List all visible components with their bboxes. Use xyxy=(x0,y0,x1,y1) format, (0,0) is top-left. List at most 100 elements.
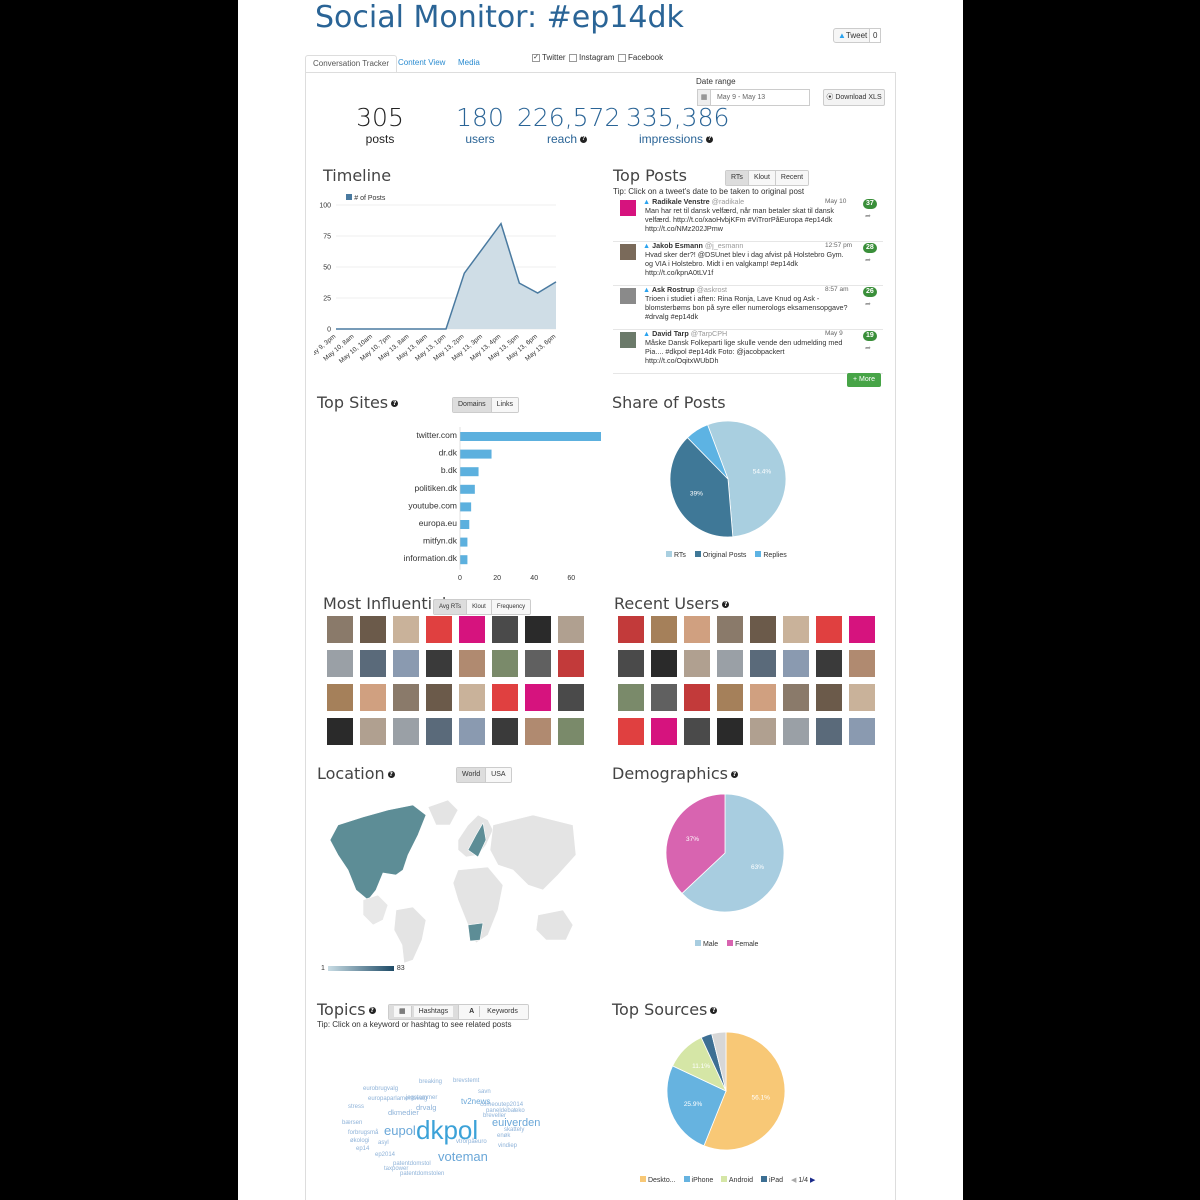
topic-word[interactable]: dkmedier xyxy=(388,1108,419,1117)
user-avatar[interactable] xyxy=(783,718,809,745)
user-avatar[interactable] xyxy=(750,616,776,643)
tweet-button[interactable]: ▲Tweet xyxy=(833,28,873,43)
topic-word[interactable]: ep2014 xyxy=(375,1152,396,1158)
post-time[interactable]: 12:57 pm xyxy=(825,242,853,249)
more-posts-button[interactable]: + More xyxy=(847,373,881,387)
avatar[interactable] xyxy=(620,200,636,216)
user-avatar[interactable] xyxy=(618,684,644,711)
user-avatar[interactable] xyxy=(717,718,743,745)
tab-content-view[interactable]: Content View xyxy=(398,58,446,67)
user-avatar[interactable] xyxy=(816,684,842,711)
user-avatar[interactable] xyxy=(558,684,584,711)
topic-word[interactable]: eko xyxy=(515,1108,525,1114)
user-avatar[interactable] xyxy=(426,718,452,745)
source-facebook-checkbox[interactable]: Facebook xyxy=(618,53,663,62)
user-avatar[interactable] xyxy=(816,650,842,677)
help-icon[interactable]: ? xyxy=(368,1007,376,1014)
klout-button[interactable]: Klout xyxy=(467,600,492,614)
user-avatar[interactable] xyxy=(783,650,809,677)
usa-button[interactable]: USA xyxy=(486,768,511,782)
user-avatar[interactable] xyxy=(360,650,386,677)
domains-button[interactable]: Domains xyxy=(453,398,492,412)
user-avatar[interactable] xyxy=(525,616,551,643)
post-author[interactable]: ▲ Ask Rostrup @askrost xyxy=(643,285,727,294)
user-avatar[interactable] xyxy=(849,684,875,711)
help-icon[interactable]: ? xyxy=(730,771,738,778)
help-icon[interactable]: ? xyxy=(706,136,714,144)
frequency-button[interactable]: Frequency xyxy=(491,600,531,614)
user-avatar[interactable] xyxy=(618,650,644,677)
user-avatar[interactable] xyxy=(525,684,551,711)
user-avatar[interactable] xyxy=(651,718,677,745)
topic-word[interactable]: tv2news xyxy=(461,1097,491,1106)
topic-word[interactable]: enøk xyxy=(497,1133,511,1139)
avatar[interactable] xyxy=(620,244,636,260)
links-button[interactable]: Links xyxy=(491,398,518,412)
user-avatar[interactable] xyxy=(492,616,518,643)
user-avatar[interactable] xyxy=(426,650,452,677)
user-avatar[interactable] xyxy=(750,650,776,677)
topic-word[interactable]: vtrorpåeuro xyxy=(456,1139,487,1145)
user-avatar[interactable] xyxy=(393,684,419,711)
user-avatar[interactable] xyxy=(816,718,842,745)
world-button[interactable]: World xyxy=(457,768,487,782)
user-avatar[interactable] xyxy=(393,718,419,745)
topic-word[interactable]: europaparlamentsvalg xyxy=(368,1096,428,1102)
user-avatar[interactable] xyxy=(426,684,452,711)
topic-word[interactable]: økologi xyxy=(350,1138,370,1144)
source-twitter-checkbox[interactable]: ✓ Twitter xyxy=(532,53,566,62)
sort-rts-button[interactable]: RTs xyxy=(726,171,749,185)
user-avatar[interactable] xyxy=(558,616,584,643)
post-time[interactable]: May 10 xyxy=(825,198,847,205)
user-avatar[interactable] xyxy=(393,650,419,677)
post-item[interactable]: ▲ Ask Rostrup @askrost 8:57 am Trioen i st… xyxy=(613,285,883,330)
share-icon[interactable]: ➦ xyxy=(865,345,871,352)
user-avatar[interactable] xyxy=(618,718,644,745)
topic-word[interactable]: jegstemmer xyxy=(406,1095,438,1101)
topic-word[interactable]: vindiep xyxy=(498,1143,518,1149)
post-item[interactable]: ▲ David Tarp @TarpCPH May 9 Måske Dansk Fo… xyxy=(613,329,883,374)
topic-word[interactable]: dkpol xyxy=(416,1115,479,1145)
user-avatar[interactable] xyxy=(849,616,875,643)
post-time[interactable]: 8:57 am xyxy=(825,286,849,293)
user-avatar[interactable] xyxy=(717,616,743,643)
topic-word[interactable]: savn xyxy=(478,1089,491,1095)
user-avatar[interactable] xyxy=(684,616,710,643)
hashtags-button[interactable]: ▦ Hashtags xyxy=(389,1005,460,1019)
topic-word[interactable]: patentdomstol xyxy=(393,1161,431,1167)
help-icon[interactable]: ? xyxy=(710,1007,718,1014)
topic-word[interactable]: bærsen xyxy=(342,1120,363,1126)
sort-recent-button[interactable]: Recent xyxy=(775,171,809,185)
topic-word[interactable]: brevstemt xyxy=(453,1078,480,1084)
source-instagram-checkbox[interactable]: Instagram xyxy=(569,53,615,62)
topic-word[interactable]: comeoutep2014 xyxy=(480,1102,524,1108)
topic-word[interactable]: voteman xyxy=(438,1149,488,1164)
topic-word[interactable]: breaking xyxy=(419,1079,443,1085)
user-avatar[interactable] xyxy=(684,650,710,677)
help-icon[interactable]: ? xyxy=(387,771,395,778)
user-avatar[interactable] xyxy=(684,684,710,711)
topic-word[interactable]: eurobrugvalg xyxy=(363,1086,399,1092)
user-avatar[interactable] xyxy=(816,616,842,643)
topic-word[interactable]: eupol xyxy=(384,1123,416,1138)
prev-arrow-icon[interactable]: ◀ xyxy=(791,1177,797,1184)
user-avatar[interactable] xyxy=(849,650,875,677)
tab-media[interactable]: Media xyxy=(458,58,480,67)
user-avatar[interactable] xyxy=(558,718,584,745)
user-avatar[interactable] xyxy=(492,684,518,711)
post-author[interactable]: ▲ Jakob Esmann @j_esmann xyxy=(643,241,743,250)
post-item[interactable]: ▲ Radikale Venstre @radikale May 10 Man ha… xyxy=(613,197,883,242)
share-icon[interactable]: ➦ xyxy=(865,301,871,308)
topic-word[interactable]: ep14 xyxy=(356,1146,370,1152)
share-icon[interactable]: ➦ xyxy=(865,213,871,220)
post-item[interactable]: ▲ Jakob Esmann @j_esmann 12:57 pm Hvad ske… xyxy=(613,241,883,286)
user-avatar[interactable] xyxy=(783,684,809,711)
date-range-input[interactable]: ▦ May 9 - May 13 xyxy=(697,89,810,106)
user-avatar[interactable] xyxy=(750,684,776,711)
user-avatar[interactable] xyxy=(327,650,353,677)
user-avatar[interactable] xyxy=(327,616,353,643)
user-avatar[interactable] xyxy=(558,650,584,677)
help-icon[interactable]: ? xyxy=(391,400,399,407)
topic-word[interactable]: stress xyxy=(348,1104,365,1110)
user-avatar[interactable] xyxy=(327,718,353,745)
